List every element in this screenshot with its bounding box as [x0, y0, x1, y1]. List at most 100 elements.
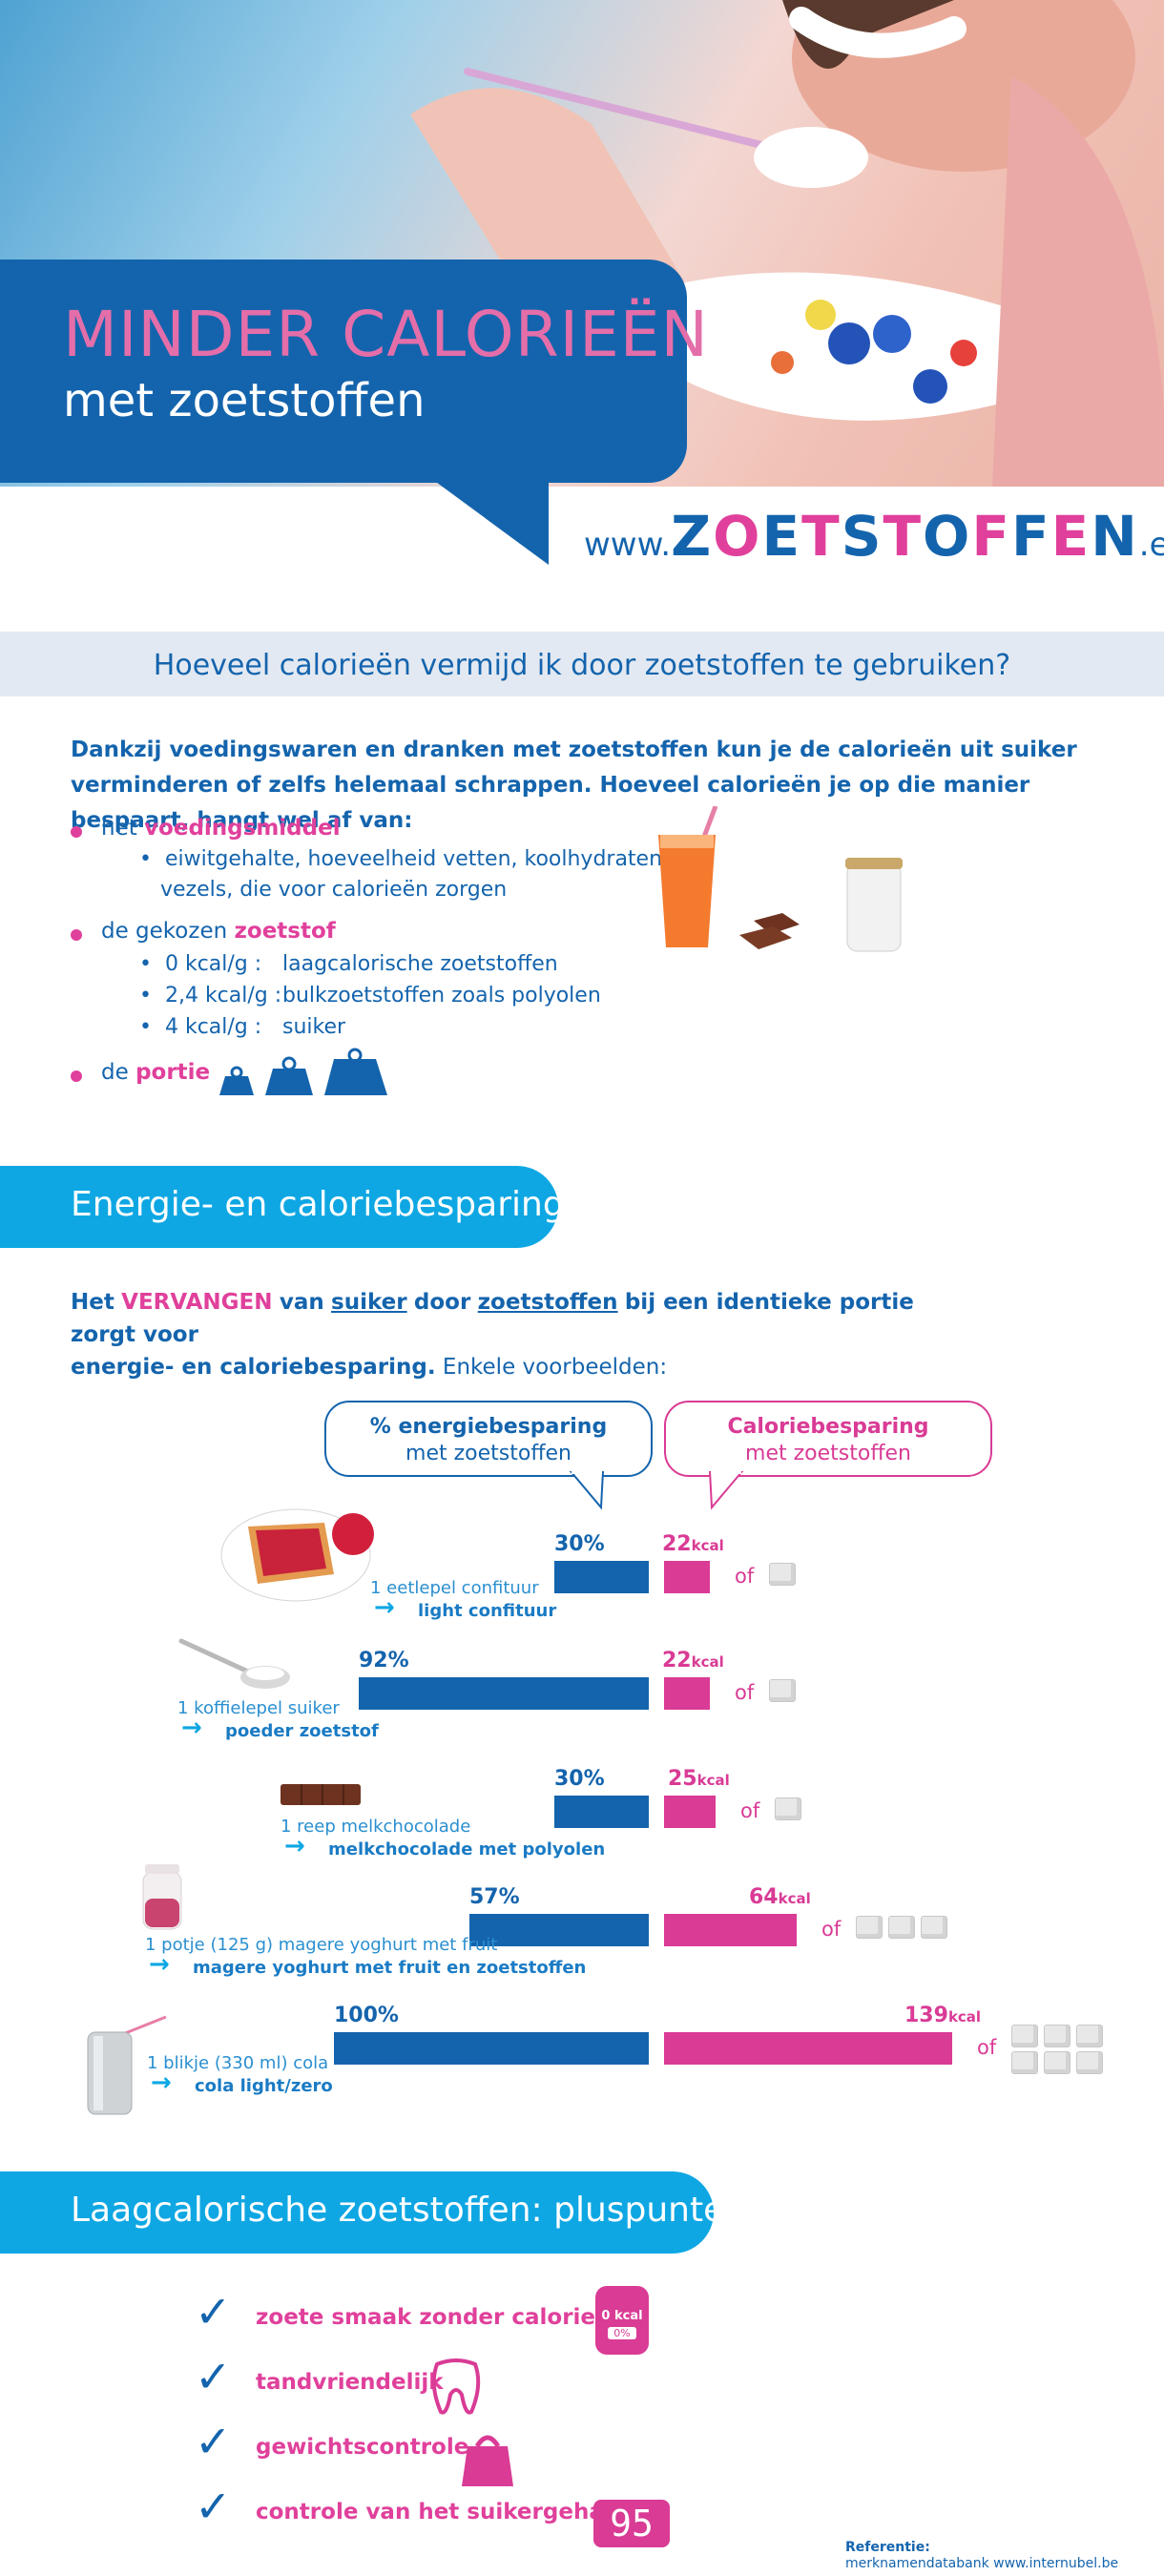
reference-label: Referentie:	[845, 2540, 930, 2555]
bubble-tail	[708, 1471, 744, 1510]
factor-food-sub-text-2: vezels, die voor calorieën zorgen	[160, 878, 508, 902]
energy-pct-label: 92%	[359, 1649, 409, 1672]
scale-icon	[462, 2435, 513, 2486]
badge-top: 0 kcal	[601, 2309, 643, 2323]
brand-letter: E	[1050, 504, 1091, 569]
calorie-label: 22kcal	[662, 1532, 724, 1556]
calorie-badge-icon: 0 kcal 0%	[595, 2286, 649, 2355]
text-part: suiker	[331, 1290, 407, 1315]
brand-letter: N	[1091, 504, 1139, 569]
energy-bar	[469, 1914, 649, 1946]
text-part: VERVANGEN	[121, 1290, 273, 1315]
brand-letter: S	[841, 504, 883, 569]
sweetener-desc: laagcalorische zoetstoffen	[282, 952, 558, 976]
chocolate-icon	[281, 1784, 361, 1805]
text-part: door	[413, 1290, 471, 1315]
bubble-energy-sub: met zoetstoffen	[405, 1442, 572, 1465]
bubble-energy: % energiebesparing met zoetstoffen	[324, 1401, 653, 1477]
speech-tail	[429, 477, 549, 565]
benefit-item: gewichtscontrole	[256, 2435, 469, 2460]
calorie-bar	[664, 1677, 710, 1710]
title-box	[0, 260, 687, 483]
sugar-cube-icon	[888, 1916, 915, 1939]
spoon-icon	[178, 1638, 290, 1689]
sweetener-value: • 0 kcal/g :	[139, 952, 262, 976]
yogurt-icon	[142, 1864, 182, 1930]
bubble-calorie-sub: met zoetstoffen	[745, 1442, 911, 1465]
benefit-item: tandvriendelijk	[256, 2370, 444, 2395]
brand-letter: F	[1010, 504, 1051, 569]
energy-bar	[554, 1796, 649, 1828]
factor-key: voedingsmiddel	[144, 816, 341, 841]
arrow-icon: →	[181, 1714, 202, 1742]
sugar-cube-icon	[769, 1679, 796, 1702]
bubble-tail	[569, 1471, 605, 1510]
check-icon: ✓	[195, 2416, 232, 2467]
reference-text: merknamendatabank www.internubel.be	[845, 2556, 1119, 2571]
sugar-cube-icon	[921, 1916, 947, 1939]
text-part: Enkele voorbeelden:	[442, 1355, 668, 1380]
product-to: poeder zoetstof	[225, 1721, 379, 1741]
question-heading: Hoeveel calorieën vermijd ik door zoetst…	[153, 649, 1011, 682]
energy-pct-label: 30%	[554, 1532, 605, 1556]
sweetener-desc: suiker	[282, 1015, 346, 1039]
sugar-cube-icon	[1076, 2051, 1103, 2074]
benefit-item: controle van het suikergehalte	[256, 2500, 637, 2524]
brand-letter: Z	[671, 504, 714, 569]
calorie-label: 139kcal	[904, 2004, 981, 2027]
text-part: Het	[71, 1290, 114, 1315]
tooth-icon	[431, 2358, 481, 2415]
energy-bar	[554, 1561, 649, 1593]
of-label: of	[735, 1681, 755, 1704]
check-icon: ✓	[195, 2286, 232, 2337]
factor-food-sub-text: eiwitgehalte, hoeveelheid vetten, koolhy…	[164, 847, 670, 871]
factor-food: het voedingsmiddel	[101, 816, 341, 841]
cola-can-icon	[87, 2015, 167, 2115]
product-to: light confituur	[418, 1601, 557, 1621]
product-from: 1 koffielepel suiker	[177, 1698, 340, 1718]
brand-letter: O	[713, 504, 762, 569]
sugar-cube-icon	[1076, 2025, 1103, 2047]
calorie-unit: kcal	[691, 1537, 724, 1554]
sweetener-desc: bulkzoetstoffen zoals polyolen	[282, 984, 601, 1008]
brand-letter: E	[761, 504, 802, 569]
text-part: van	[279, 1290, 324, 1315]
calorie-value: 22	[662, 1649, 692, 1672]
question-bar	[0, 632, 1164, 696]
product-to: cola light/zero	[195, 2076, 333, 2096]
intro-text: Dankzij voedingswaren en dranken met zoe…	[71, 737, 1077, 833]
website-link[interactable]: www.ZOETSTOFFEN.eu	[584, 504, 1164, 569]
factor-food-sub: • eiwitgehalte, hoeveelheid vetten, kool…	[139, 847, 670, 871]
brand-letter: O	[923, 504, 972, 569]
check-icon: ✓	[195, 2481, 232, 2532]
arrow-icon: →	[151, 2068, 172, 2097]
text-part: energie- en caloriebesparing.	[71, 1355, 436, 1380]
check-icon: ✓	[195, 2351, 232, 2402]
energy-pct-label: 100%	[334, 2004, 399, 2027]
calorie-value: 64	[749, 1885, 779, 1909]
bullet-dot	[71, 929, 82, 941]
section-title-energy: Energie- en caloriebesparing	[71, 1185, 565, 1224]
of-label: of	[740, 1799, 760, 1822]
benefit-item: zoete smaak zonder calorieën	[256, 2305, 627, 2330]
sugar-cube-icon	[1044, 2051, 1070, 2074]
page-title: MINDER CALORIEËN	[63, 298, 709, 371]
energy-bar	[359, 1677, 649, 1710]
arrow-icon: →	[149, 1950, 170, 1979]
factor-prefix: het	[101, 816, 137, 841]
sugar-cube-icon	[1011, 2025, 1038, 2047]
sugar-cube-icon	[1044, 2025, 1070, 2047]
sweetener-value: • 2,4 kcal/g :	[139, 984, 282, 1008]
bullet-dot	[71, 1070, 82, 1082]
food-drinks-icon	[658, 806, 903, 952]
product-to: magere yoghurt met fruit en zoetstoffen	[193, 1958, 587, 1978]
brand-letter: T	[883, 504, 924, 569]
energy-pct-label: 30%	[554, 1767, 605, 1791]
site-prefix: www.	[584, 526, 672, 564]
calorie-unit: kcal	[947, 2008, 982, 2025]
brand-letter: F	[971, 504, 1011, 569]
calorie-unit: kcal	[696, 1772, 730, 1789]
product-to: melkchocolade met polyolen	[328, 1839, 606, 1859]
factor-sweetener: de gekozen zoetstof	[101, 919, 336, 944]
product-from: 1 reep melkchocolade	[281, 1817, 471, 1837]
